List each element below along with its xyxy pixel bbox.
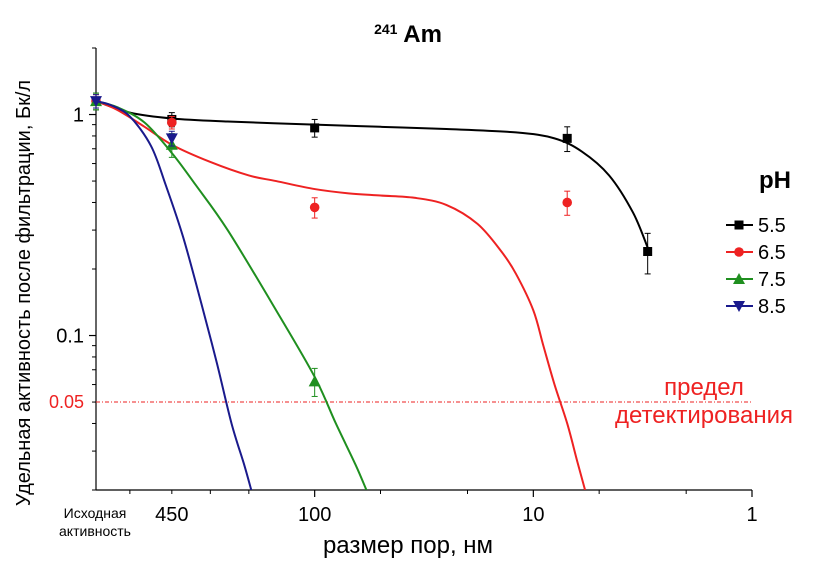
series-8-5 xyxy=(90,94,253,490)
x-category-label-initial-activity: Исходная активность xyxy=(59,505,131,539)
reference-layer: 0.05 предел детектирования xyxy=(49,374,793,429)
data-point xyxy=(310,123,320,133)
detection-limit-annotation-line: детектирования xyxy=(615,402,793,429)
legend-marker xyxy=(733,273,745,284)
y-tick-label: 1 xyxy=(73,105,84,127)
data-point xyxy=(167,117,177,128)
chart-title-superscript: 241 xyxy=(374,21,398,37)
series-7-5 xyxy=(90,92,368,490)
x-tick-label: 10 xyxy=(522,504,544,526)
data-point xyxy=(90,96,102,108)
legend-item: 8.5 xyxy=(726,296,786,318)
x-axis-label: размер пор, нм xyxy=(323,532,493,559)
detection-limit-annotation: предел детектирования xyxy=(615,374,793,429)
legend-item: 5.5 xyxy=(726,215,786,237)
legend-marker xyxy=(734,220,744,230)
y-tick-label: 0.1 xyxy=(56,326,84,348)
series-curve xyxy=(96,100,368,490)
data-point xyxy=(562,197,573,208)
legend-marker xyxy=(733,301,745,312)
data-point xyxy=(308,375,321,387)
legend-marker xyxy=(734,247,744,257)
chart-title: 241 Am xyxy=(374,21,442,48)
plot-frame: 1 0.1 100 10 1 Исходная активность 450 xyxy=(56,47,758,539)
series-layer xyxy=(90,92,653,490)
series-curve xyxy=(96,100,253,490)
legend-label: 5.5 xyxy=(758,215,786,237)
x-tick-label: 100 xyxy=(298,504,331,526)
detection-limit-annotation-line: предел xyxy=(664,374,744,401)
data-point xyxy=(643,247,653,257)
detection-limit-value-label: 0.05 xyxy=(49,392,84,412)
legend-item: 7.5 xyxy=(726,269,786,291)
legend-label: 8.5 xyxy=(758,296,786,318)
series-curve xyxy=(96,100,587,490)
legend-item: 6.5 xyxy=(726,242,786,264)
x-tick-label: 1 xyxy=(746,504,757,526)
x-category-label-line: Исходная xyxy=(64,505,127,521)
chart-title-main: Am xyxy=(403,21,442,48)
series-6-5 xyxy=(91,94,587,490)
x-category-label-450: 450 xyxy=(155,504,188,526)
legend-label: 6.5 xyxy=(758,242,786,264)
data-point xyxy=(165,133,178,145)
legend-title: pH xyxy=(759,167,791,194)
x-category-label-line: активность xyxy=(59,523,131,539)
legend-layer: pH 5.5 6.5 7.5 8.5 xyxy=(726,167,791,318)
y-axis-label: Удельная активность после фильтрации, Бк… xyxy=(13,80,35,506)
data-point xyxy=(309,202,320,213)
data-point xyxy=(562,133,572,143)
legend-label: 7.5 xyxy=(758,269,786,291)
